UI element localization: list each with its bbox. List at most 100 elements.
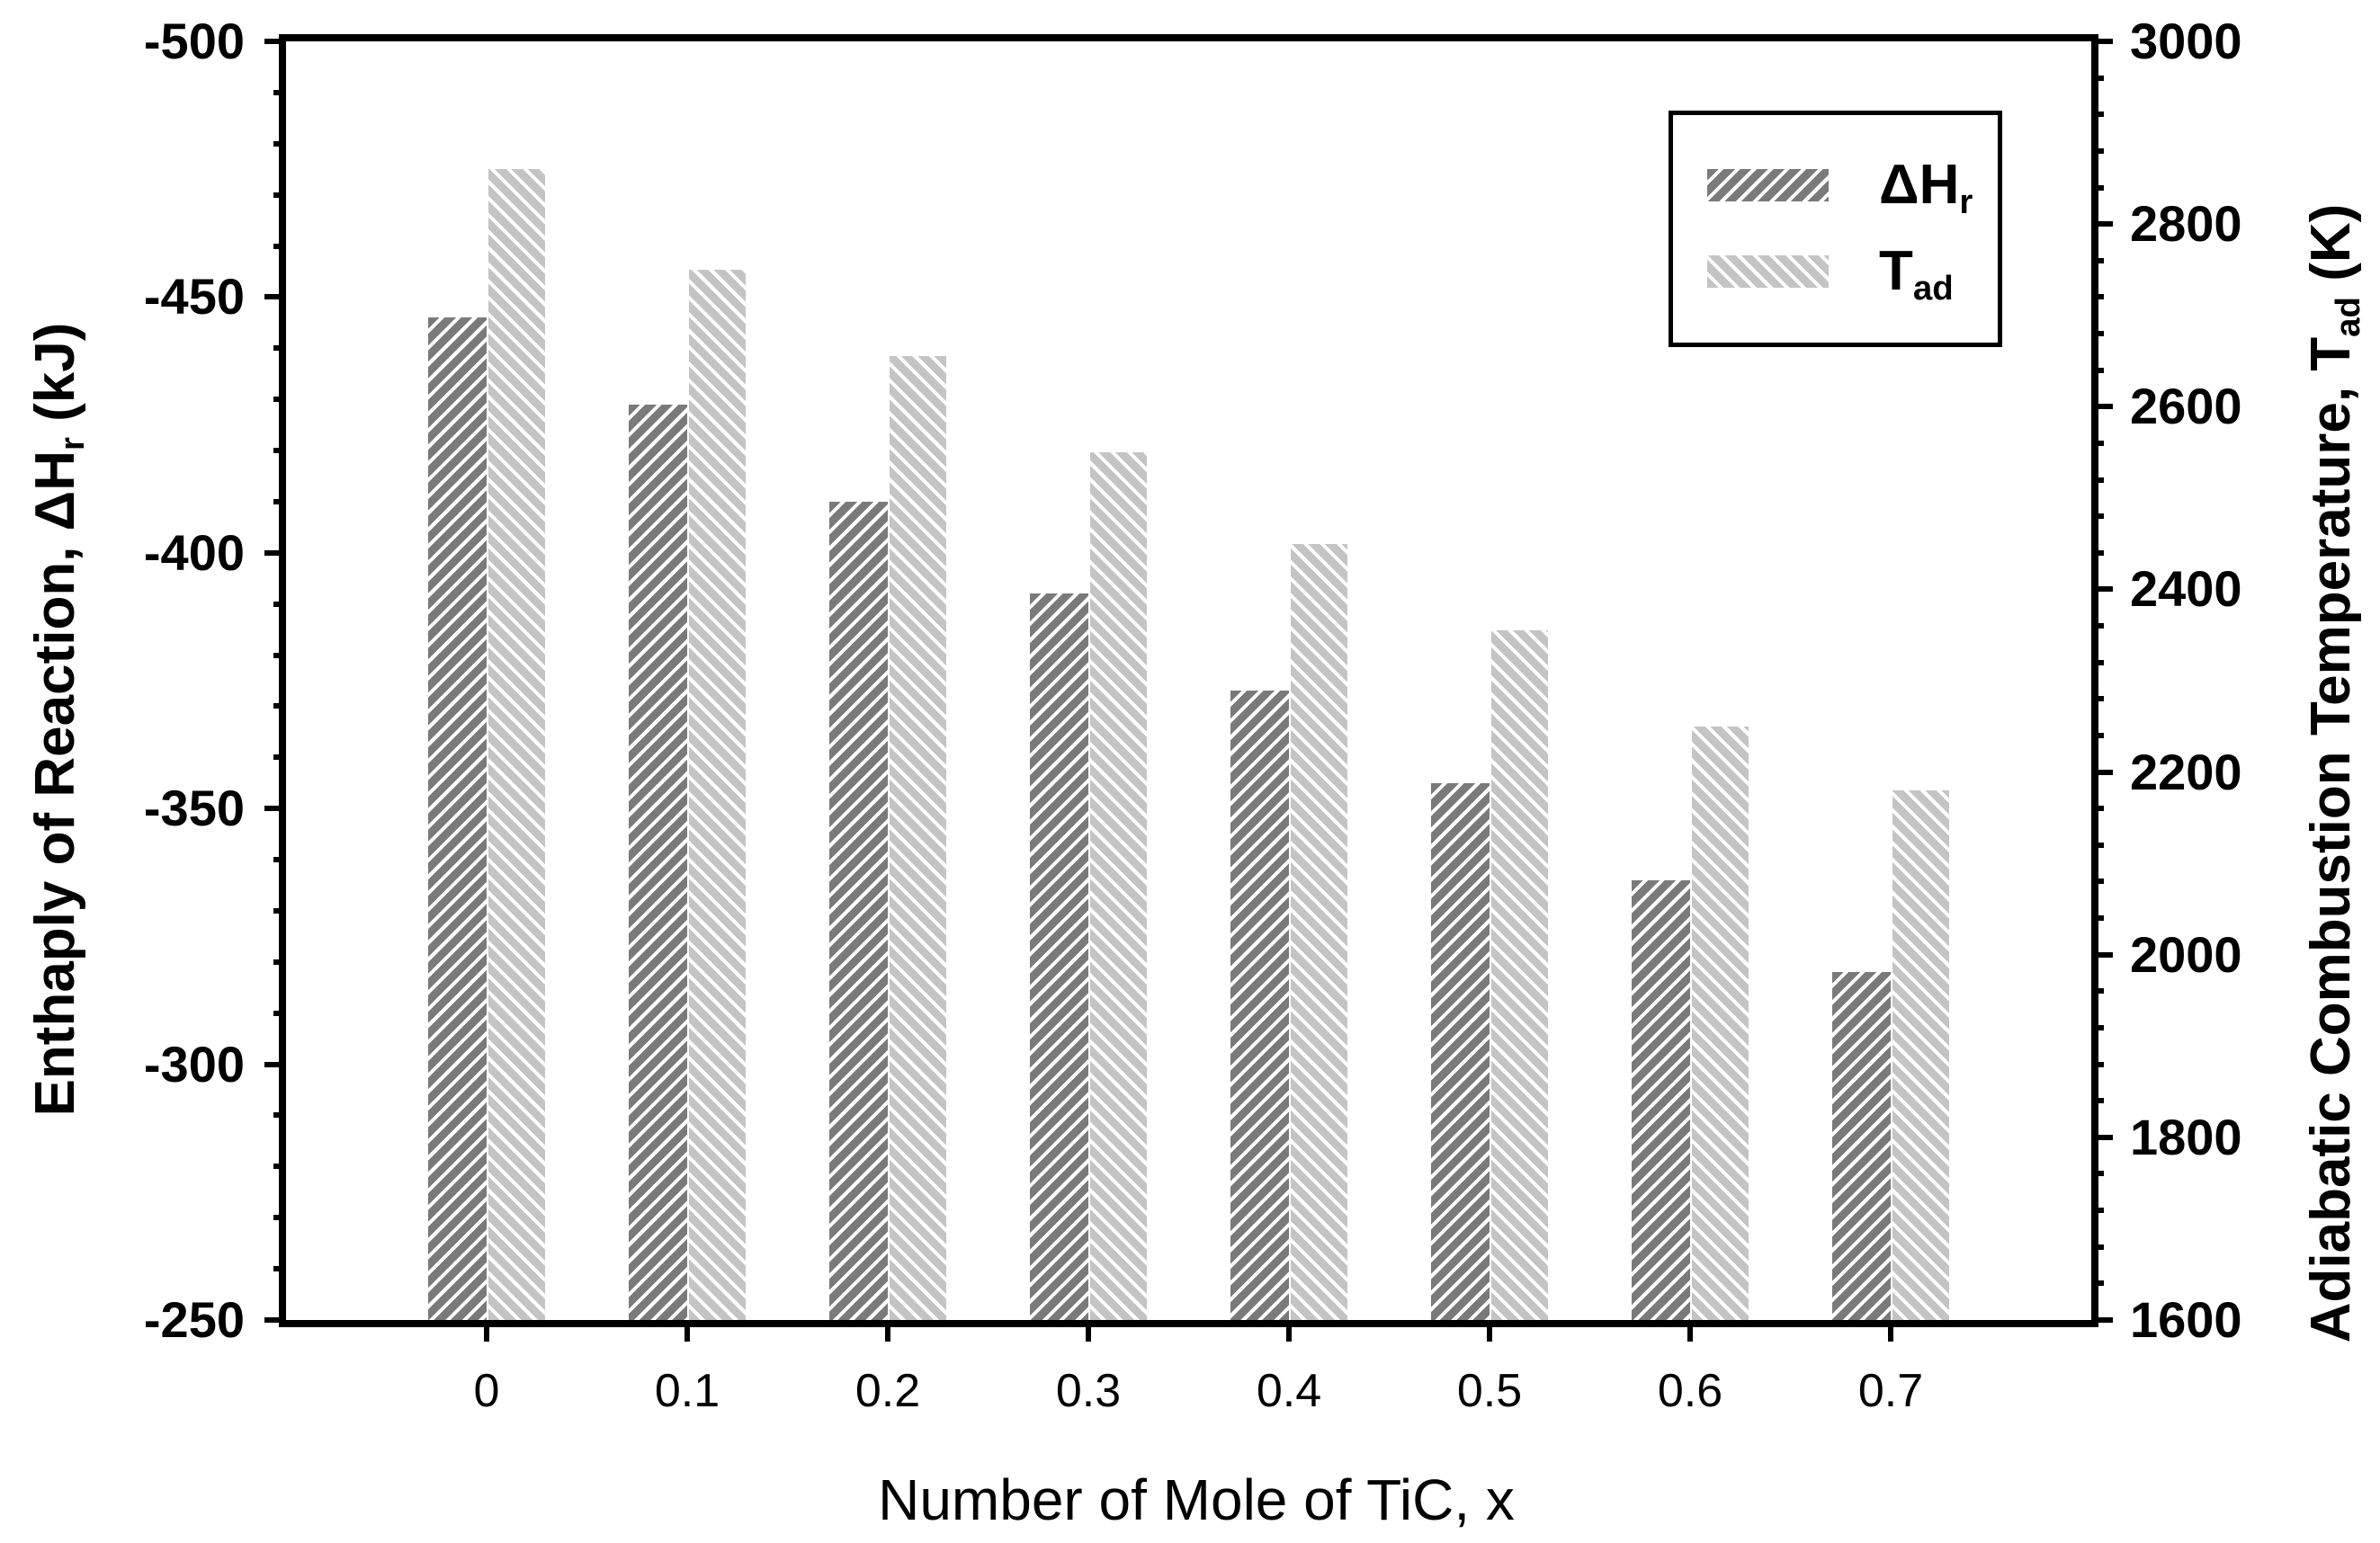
left-axis-minor-tick (273, 243, 286, 249)
right-axis-title-text: Adiabatic Combustion Temperature, T (2300, 336, 2362, 1343)
right-axis-minor-tick (2091, 1244, 2104, 1250)
x-axis-major-tick (684, 1320, 690, 1342)
right-axis-major-tick (2091, 1317, 2113, 1323)
left-axis-major-tick (264, 1317, 286, 1323)
x-axis-tick-label: 0.7 (1857, 1365, 1924, 1417)
left-axis-title: Enthaply of Reaction, ΔHr (kJ) (24, 323, 92, 1117)
left-axis-tick-label: -500 (143, 13, 245, 69)
right-axis-minor-tick (2091, 75, 2104, 81)
right-axis-major-tick (2091, 951, 2113, 958)
right-axis-major-tick (2091, 404, 2113, 410)
right-axis-minor-tick (2091, 1098, 2104, 1104)
bar-Tad-0.2 (888, 356, 946, 1320)
left-axis-minor-tick (273, 498, 286, 504)
left-axis-major-tick (264, 549, 286, 556)
x-axis-tick-label: 0.4 (1256, 1365, 1322, 1417)
right-axis-minor-tick (2091, 477, 2104, 483)
right-axis-minor-tick (2091, 184, 2104, 191)
bar-Tad-0.6 (1690, 726, 1749, 1320)
legend-row-dHr: ΔHr (1673, 142, 1998, 228)
left-axis-tick-label: -250 (143, 1291, 245, 1348)
x-axis-title: Number of Mole of TiC, x (878, 1467, 1515, 1532)
left-axis-minor-tick (273, 601, 286, 607)
left-axis-title-subscript: r (52, 437, 92, 451)
bar-Tad-0.1 (687, 269, 746, 1320)
right-axis-minor-tick (2091, 331, 2104, 337)
legend: ΔHr Tad (1669, 111, 2002, 347)
right-axis-minor-tick (2091, 659, 2104, 665)
right-axis-tick-label: 3000 (2130, 13, 2242, 69)
right-axis-minor-tick (2091, 806, 2104, 812)
left-axis-minor-tick (273, 857, 286, 863)
left-axis-major-tick (264, 1061, 286, 1067)
left-axis-minor-tick (273, 1164, 286, 1170)
x-axis-major-tick (1687, 1320, 1693, 1342)
right-axis-major-tick (2091, 221, 2113, 227)
left-axis-minor-tick (273, 1215, 286, 1221)
right-axis-minor-tick (2091, 879, 2104, 885)
bar-dHr-0.3 (1030, 593, 1088, 1320)
x-axis-tick-label: 0.6 (1657, 1365, 1723, 1417)
left-axis-major-tick (264, 806, 286, 812)
left-axis-major-tick (264, 39, 286, 44)
right-axis-minor-tick (2091, 915, 2104, 922)
x-axis-tick-label: 0.5 (1456, 1365, 1523, 1417)
right-axis-tick-label: 2800 (2130, 195, 2242, 253)
right-axis-minor-tick (2091, 440, 2104, 446)
right-axis-tick-label: 2000 (2130, 925, 2242, 983)
legend-row-Tad: Tad (1673, 228, 1998, 315)
left-axis-minor-tick (273, 448, 286, 454)
bar-dHr-0.1 (629, 404, 687, 1320)
right-axis-major-tick (2091, 769, 2113, 775)
x-axis-tick-label: 0.2 (854, 1365, 921, 1417)
left-axis-tick-label: -450 (143, 268, 245, 326)
right-axis-minor-tick (2091, 623, 2104, 629)
bar-Tad-0 (487, 169, 545, 1320)
right-axis-minor-tick (2091, 1171, 2104, 1177)
right-axis-minor-tick (2091, 1280, 2104, 1287)
right-axis-minor-tick (2091, 294, 2104, 300)
right-axis-minor-tick (2091, 842, 2104, 848)
left-axis-minor-tick (273, 192, 286, 198)
right-axis-minor-tick (2091, 367, 2104, 373)
plot-frame (279, 34, 2098, 1327)
bar-dHr-0.4 (1230, 691, 1289, 1320)
right-axis-major-tick (2091, 586, 2113, 593)
right-axis-minor-tick (2091, 1024, 2104, 1030)
legend-label-Tad: Tad (1879, 240, 1954, 308)
left-axis-minor-tick (273, 345, 286, 352)
left-axis-tick-label: -300 (143, 1035, 245, 1093)
left-axis-title-text: Enthaply of Reaction, ΔH (24, 450, 86, 1117)
right-axis-major-tick (2091, 39, 2113, 44)
right-axis-minor-tick (2091, 1061, 2104, 1067)
left-axis-minor-tick (273, 907, 286, 914)
right-axis-minor-tick (2091, 1208, 2104, 1214)
left-axis-minor-tick (273, 1112, 286, 1119)
left-axis-minor-tick (273, 1010, 286, 1016)
x-axis-major-tick (885, 1320, 890, 1342)
bar-dHr-0.5 (1431, 782, 1490, 1320)
right-axis-minor-tick (2091, 111, 2104, 118)
legend-label-dHr: ΔHr (1879, 154, 1973, 221)
right-axis-tick-label: 2200 (2130, 743, 2242, 800)
x-axis-major-tick (484, 1320, 489, 1342)
left-axis-minor-tick (273, 397, 286, 403)
legend-swatch-Tad (1707, 255, 1829, 288)
left-axis-minor-tick (273, 89, 286, 95)
right-axis-tick-label: 1800 (2130, 1108, 2242, 1165)
right-axis-minor-tick (2091, 147, 2104, 154)
bar-Tad-0.3 (1088, 452, 1147, 1320)
bar-Tad-0.7 (1891, 789, 1949, 1320)
right-axis-minor-tick (2091, 988, 2104, 994)
right-axis-major-tick (2091, 1134, 2113, 1140)
left-axis-tick-label: -400 (143, 523, 245, 581)
left-axis-minor-tick (273, 754, 286, 761)
legend-swatch-dHr (1707, 169, 1829, 201)
right-axis-title: Adiabatic Combustion Temperature, Tad (K… (2300, 204, 2367, 1343)
right-axis-minor-tick (2091, 732, 2104, 738)
left-axis-minor-tick (273, 1266, 286, 1272)
right-axis-minor-tick (2091, 257, 2104, 263)
left-axis-major-tick (264, 294, 286, 300)
left-axis-minor-tick (273, 959, 286, 965)
